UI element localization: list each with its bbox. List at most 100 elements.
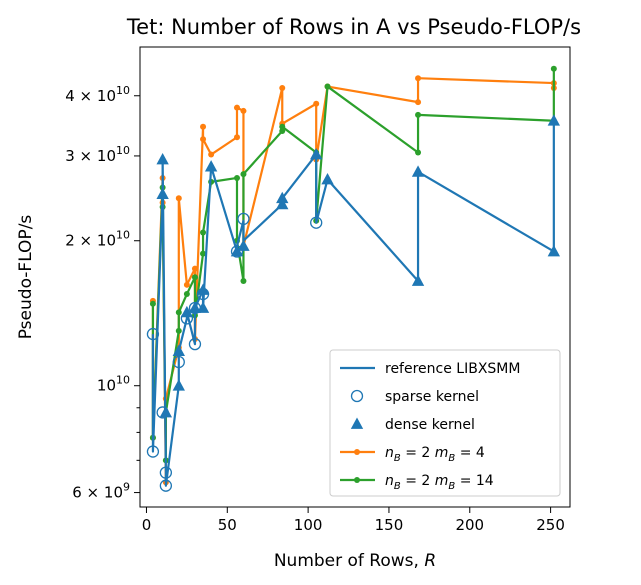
y-tick-exponent: 10 [116,374,130,387]
data-point [191,274,198,281]
legend-box [329,349,561,497]
y-tick-base: 10 [97,87,116,105]
dense-marker [188,301,202,313]
x-axis-label: Number of Rows, R [274,551,436,571]
legend-label: nB = 2 mB = 14 [385,473,494,492]
data-point [415,99,422,106]
y-tick-exponent: 10 [116,229,130,242]
y-tick-label: 2 × 1010 [65,229,130,250]
legend-text: = 2 [401,445,435,461]
sparse-marker [146,327,160,341]
chart-title: Tet: Number of Rows in A vs Pseudo-FLOP/… [126,15,581,39]
dense-marker [411,165,425,177]
data-point [200,250,207,257]
sparse-marker [188,337,202,351]
data-point [415,149,422,156]
data-point [175,327,182,334]
y-tick-base: 10 [97,232,116,250]
dense-marker [276,191,289,204]
dense-marker [230,244,244,257]
dense-marker [547,114,561,126]
legend-handle-triangle [350,417,364,429]
data-point [233,134,240,141]
legend-label: dense kernel [385,417,475,433]
plot-area [139,46,571,508]
dense-marker [196,283,210,295]
y-tick-mantissa: 6 × [72,484,104,502]
legend-label: reference LIBXSMM [385,361,520,377]
sparse-marker [172,355,185,369]
sparse-marker [159,479,173,492]
legend-text: = 14 [455,473,494,489]
data-point [200,229,207,236]
data-point [279,85,286,92]
x-axis-label-variable: R [424,551,436,571]
sparse-marker [159,466,173,479]
legend-handle-dot [354,477,360,483]
data-point [208,151,215,158]
dense-marker [180,305,194,318]
data-point [183,281,190,288]
data-point [183,291,190,298]
dense-marker [196,301,210,313]
y-tick-base: 10 [104,484,123,502]
y-tick-base: 10 [97,377,116,395]
data-point [240,107,247,114]
dense-marker [159,405,173,418]
y-tick-base: 10 [97,147,116,165]
y-tick-label: 4 × 1010 [65,84,130,105]
data-point [415,75,422,82]
data-point [233,104,240,111]
dense-marker [310,148,323,160]
legend-handle-dot [354,449,360,455]
data-point [240,171,247,178]
y-tick-label: 3 × 1010 [65,144,130,165]
dense-marker [172,379,185,391]
x-tick-label: 250 [536,516,565,534]
data-point [200,123,207,130]
data-point [240,277,247,284]
x-axis-label-text: Number of Rows, [274,551,425,571]
series-2 [156,114,561,418]
legend-handle-circle [350,389,364,403]
data-point [175,195,182,202]
x-axis: 0 50 100 150 200 250 [142,507,565,534]
y-tick-mantissa: 2 × [65,232,97,250]
series-line [151,120,555,487]
dense-marker [321,173,334,185]
legend-var: n [385,445,394,461]
data-point [550,65,557,72]
dense-marker [156,187,169,199]
legend-var: m [435,473,449,489]
legend-var: n [385,473,394,489]
x-tick-label: 50 [218,516,237,534]
data-point [279,123,286,130]
legend-text: = 2 [401,473,435,489]
y-tick-label: 6 × 109 [72,481,130,502]
sparse-marker [310,216,323,229]
y-tick-exponent: 10 [116,144,130,157]
y-tick-mantissa: 4 × [65,87,97,105]
x-tick-label: 150 [375,516,404,534]
sparse-marker [237,212,250,226]
data-point [149,300,156,307]
y-tick-mantissa: 3 × [65,147,97,165]
data-point [279,127,286,134]
data-point [324,83,331,90]
x-tick-label: 200 [455,516,484,534]
legend-text: = 4 [455,445,485,461]
legend-subscript: B [448,453,455,464]
data-point [415,111,422,118]
legend-subscript: B [394,453,401,464]
plot-frame [139,46,571,508]
y-tick-exponent: 9 [123,481,130,494]
dense-marker [547,244,561,257]
data-point [233,174,240,181]
legend-label: sparse kernel [385,389,479,405]
y-axis-label: Pseudo-FLOP/s [16,215,36,340]
sparse-marker [146,445,160,458]
dense-marker [172,344,185,356]
x-tick-label: 0 [142,516,152,534]
